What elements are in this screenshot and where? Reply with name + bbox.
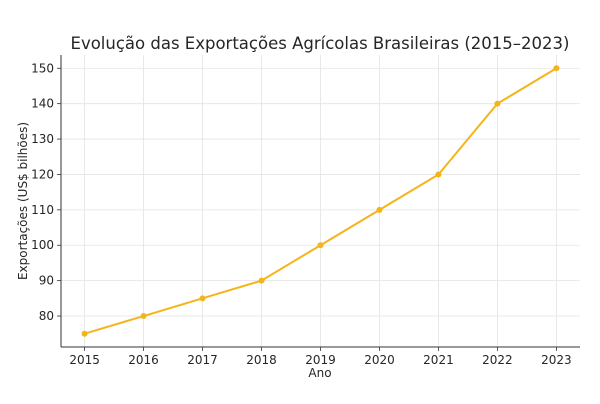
ticks: 2015 2016 2017 2018 2019 2020 2021 2022 2023 80 90… xyxy=(31,61,572,367)
data-point xyxy=(376,206,383,213)
data-point xyxy=(81,330,88,337)
data-point xyxy=(435,171,442,178)
y-tick-label: 140 xyxy=(31,97,54,111)
x-axis-label: Ano xyxy=(308,366,331,380)
data-point xyxy=(140,313,147,320)
data-point xyxy=(258,277,265,284)
y-tick-label: 100 xyxy=(31,238,54,252)
y-axis-label: Exportações (US$ bilhões) xyxy=(16,122,30,280)
x-tick-label: 2018 xyxy=(246,353,277,367)
y-tick-label: 90 xyxy=(39,274,54,288)
x-tick-label: 2021 xyxy=(423,353,454,367)
grid xyxy=(61,55,580,347)
y-tick-label: 110 xyxy=(31,203,54,217)
x-tick-label: 2016 xyxy=(128,353,159,367)
x-tick-label: 2020 xyxy=(364,353,395,367)
data-point xyxy=(553,65,560,72)
x-tick-label: 2015 xyxy=(69,353,100,367)
x-tick-label: 2023 xyxy=(541,353,572,367)
data-point xyxy=(317,242,324,249)
x-tick-label: 2022 xyxy=(482,353,513,367)
y-tick-label: 130 xyxy=(31,132,54,146)
y-tick-label: 120 xyxy=(31,167,54,181)
chart-title: Evolução das Exportações Agrícolas Brasi… xyxy=(71,34,570,53)
data-point xyxy=(199,295,206,302)
y-tick-label: 150 xyxy=(31,61,54,75)
x-tick-label: 2019 xyxy=(305,353,336,367)
y-tick-label: 80 xyxy=(39,309,54,323)
x-tick-label: 2017 xyxy=(187,353,218,367)
series xyxy=(81,65,560,337)
data-point xyxy=(494,100,501,107)
